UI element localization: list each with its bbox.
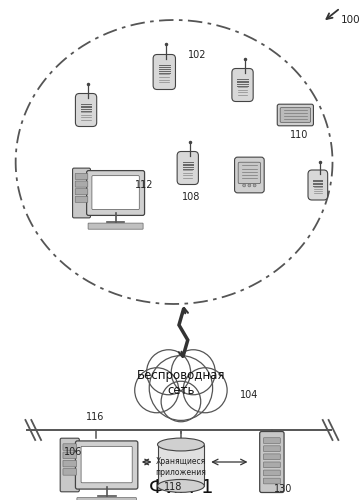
FancyBboxPatch shape [76,94,97,126]
FancyBboxPatch shape [234,157,264,193]
Text: 100: 100 [340,15,360,25]
FancyBboxPatch shape [280,108,310,122]
Circle shape [243,184,246,187]
Text: 118: 118 [164,482,183,492]
Text: 110: 110 [289,130,308,140]
FancyBboxPatch shape [77,498,136,500]
FancyBboxPatch shape [60,438,79,492]
FancyBboxPatch shape [76,441,138,489]
FancyBboxPatch shape [73,168,90,218]
FancyBboxPatch shape [63,452,77,458]
FancyBboxPatch shape [63,460,77,467]
FancyBboxPatch shape [63,444,77,450]
Text: 108: 108 [182,192,200,202]
Circle shape [248,184,251,187]
FancyBboxPatch shape [177,152,199,184]
Text: 106: 106 [64,447,82,457]
FancyBboxPatch shape [260,432,284,492]
FancyBboxPatch shape [308,170,328,200]
FancyBboxPatch shape [264,438,280,444]
FancyBboxPatch shape [264,462,280,468]
Text: 130: 130 [274,484,292,494]
Circle shape [161,381,201,422]
Circle shape [147,350,191,395]
Circle shape [171,350,215,395]
FancyBboxPatch shape [75,174,88,180]
Text: 116: 116 [86,412,105,422]
Text: 104: 104 [240,390,258,400]
Text: Хранящиеся
приложения: Хранящиеся приложения [155,458,206,476]
FancyBboxPatch shape [264,470,280,476]
FancyBboxPatch shape [75,181,88,187]
Circle shape [135,368,179,413]
Circle shape [253,184,256,187]
Ellipse shape [158,438,204,451]
FancyBboxPatch shape [92,176,139,210]
FancyBboxPatch shape [264,454,280,460]
Text: 102: 102 [188,50,206,60]
FancyBboxPatch shape [88,223,143,229]
FancyBboxPatch shape [232,68,253,102]
Text: Беспроводная
сеть: Беспроводная сеть [137,369,225,397]
Text: 112: 112 [135,180,154,190]
FancyBboxPatch shape [63,468,77,475]
FancyBboxPatch shape [75,196,88,202]
Circle shape [183,368,227,413]
FancyBboxPatch shape [81,446,132,483]
Circle shape [149,356,213,420]
Text: Фиг. 1: Фиг. 1 [149,478,213,497]
FancyBboxPatch shape [153,54,175,90]
FancyBboxPatch shape [264,446,280,452]
FancyBboxPatch shape [264,478,280,484]
FancyBboxPatch shape [87,170,144,216]
Ellipse shape [158,480,204,492]
FancyBboxPatch shape [75,188,88,195]
FancyBboxPatch shape [158,444,204,486]
FancyBboxPatch shape [238,162,261,184]
FancyBboxPatch shape [277,104,313,126]
